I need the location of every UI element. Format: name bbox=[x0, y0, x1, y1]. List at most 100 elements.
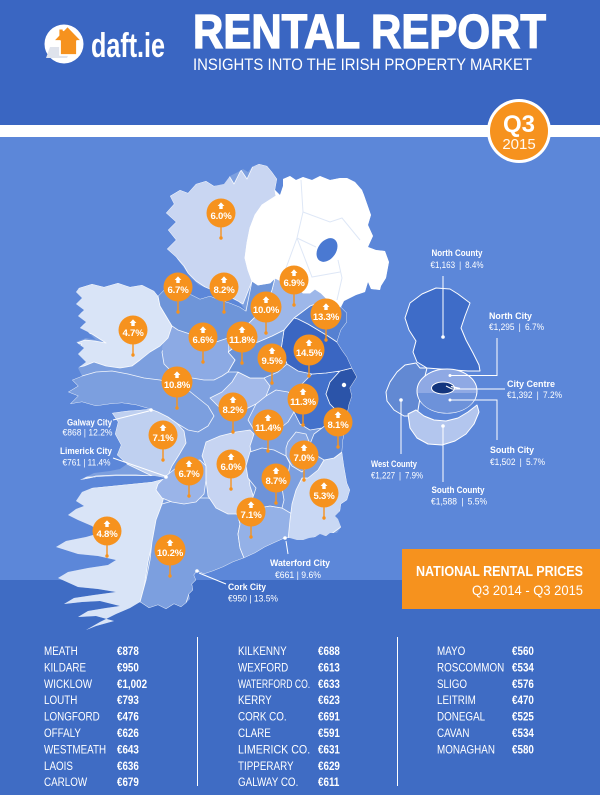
svg-text:€868 | 12.2%: €868 | 12.2% bbox=[63, 428, 113, 439]
svg-text:€1,227 | 7.9%: €1,227 | 7.9% bbox=[371, 471, 423, 482]
svg-text:North City: North City bbox=[489, 311, 533, 322]
svg-text:€611: €611 bbox=[318, 776, 339, 789]
svg-text:€643: €643 bbox=[117, 744, 139, 757]
svg-text:7.1%: 7.1% bbox=[152, 433, 174, 444]
svg-text:€878: €878 bbox=[117, 645, 139, 658]
svg-text:TIPPERARY: TIPPERARY bbox=[238, 760, 294, 773]
svg-text:MONAGHAN: MONAGHAN bbox=[437, 744, 495, 757]
svg-text:Waterford City: Waterford City bbox=[270, 558, 331, 569]
svg-text:West County: West County bbox=[371, 459, 418, 470]
svg-text:8.1%: 8.1% bbox=[327, 420, 349, 431]
svg-text:6.7%: 6.7% bbox=[167, 285, 189, 296]
svg-text:ROSCOMMON: ROSCOMMON bbox=[437, 662, 504, 675]
svg-text:9.5%: 9.5% bbox=[261, 356, 283, 367]
svg-text:CORK CO.: CORK CO. bbox=[238, 711, 287, 724]
svg-text:€633: €633 bbox=[318, 678, 340, 691]
svg-text:KILKENNY: KILKENNY bbox=[238, 645, 287, 658]
svg-text:7.1%: 7.1% bbox=[240, 510, 262, 521]
svg-text:€636: €636 bbox=[117, 760, 139, 773]
svg-text:€576: €576 bbox=[512, 678, 534, 691]
svg-text:WATERFORD CO.: WATERFORD CO. bbox=[238, 678, 310, 691]
svg-text:WEXFORD: WEXFORD bbox=[238, 662, 288, 675]
svg-text:GALWAY CO.: GALWAY CO. bbox=[238, 776, 298, 789]
svg-text:6.7%: 6.7% bbox=[178, 469, 200, 480]
svg-text:€679: €679 bbox=[117, 776, 139, 789]
svg-text:Q3 2014 - Q3 2015: Q3 2014 - Q3 2015 bbox=[472, 582, 583, 598]
svg-text:RENTAL REPORT: RENTAL REPORT bbox=[193, 6, 546, 59]
svg-text:€534: €534 bbox=[512, 662, 535, 675]
svg-text:Galway City: Galway City bbox=[67, 418, 113, 429]
svg-text:10.0%: 10.0% bbox=[253, 305, 280, 316]
svg-text:6.6%: 6.6% bbox=[192, 335, 214, 346]
svg-text:City Centre: City Centre bbox=[507, 379, 555, 390]
svg-text:€793: €793 bbox=[117, 694, 139, 707]
svg-text:South City: South City bbox=[490, 445, 535, 456]
svg-text:10.2%: 10.2% bbox=[157, 548, 184, 559]
svg-text:11.4%: 11.4% bbox=[255, 423, 281, 434]
svg-text:4.7%: 4.7% bbox=[122, 328, 144, 339]
svg-text:10.8%: 10.8% bbox=[164, 380, 191, 391]
svg-text:14.5%: 14.5% bbox=[296, 348, 323, 359]
svg-text:DONEGAL: DONEGAL bbox=[437, 711, 485, 724]
svg-text:7.0%: 7.0% bbox=[293, 453, 315, 464]
svg-text:CLARE: CLARE bbox=[238, 727, 271, 740]
svg-text:LAOIS: LAOIS bbox=[44, 760, 73, 773]
svg-text:€1,588 | 5.5%: €1,588 | 5.5% bbox=[431, 497, 487, 508]
svg-text:Limerick City: Limerick City bbox=[60, 446, 113, 457]
svg-text:€470: €470 bbox=[512, 694, 534, 707]
svg-text:13.3%: 13.3% bbox=[313, 312, 340, 323]
svg-text:MEATH: MEATH bbox=[44, 645, 78, 658]
svg-text:€580: €580 bbox=[512, 744, 534, 757]
svg-text:€1,502 | 5.7%: €1,502 | 5.7% bbox=[490, 457, 545, 468]
svg-text:WICKLOW: WICKLOW bbox=[44, 678, 93, 691]
svg-text:€476: €476 bbox=[117, 711, 139, 724]
svg-text:NATIONAL RENTAL PRICES: NATIONAL RENTAL PRICES bbox=[416, 563, 583, 580]
svg-text:MAYO: MAYO bbox=[437, 645, 465, 658]
svg-text:€950 | 13.5%: €950 | 13.5% bbox=[228, 594, 278, 605]
svg-text:CAVAN: CAVAN bbox=[437, 727, 469, 740]
svg-text:€691: €691 bbox=[318, 711, 340, 724]
svg-text:Q3: Q3 bbox=[503, 111, 535, 138]
svg-text:4.8%: 4.8% bbox=[96, 529, 118, 540]
svg-text:€1,163 | 8.4%: €1,163 | 8.4% bbox=[431, 260, 484, 271]
svg-text:8.2%: 8.2% bbox=[222, 405, 244, 416]
svg-text:LOUTH: LOUTH bbox=[44, 694, 77, 707]
svg-text:€560: €560 bbox=[512, 645, 534, 658]
svg-text:6.0%: 6.0% bbox=[220, 462, 242, 473]
svg-text:LEITRIM: LEITRIM bbox=[437, 694, 476, 707]
svg-text:OFFALY: OFFALY bbox=[44, 727, 82, 740]
svg-text:€661 | 9.6%: €661 | 9.6% bbox=[275, 570, 321, 581]
svg-text:LIMERICK CO.: LIMERICK CO. bbox=[238, 744, 310, 757]
svg-text:INSIGHTS INTO THE IRISH PROPER: INSIGHTS INTO THE IRISH PROPERTY MARKET bbox=[193, 56, 532, 74]
svg-text:daft.ie: daft.ie bbox=[91, 27, 165, 65]
svg-text:5.3%: 5.3% bbox=[313, 491, 335, 502]
svg-text:North County: North County bbox=[432, 248, 484, 259]
svg-text:€1,002: €1,002 bbox=[117, 678, 147, 691]
svg-text:€1,392 | 7.2%: €1,392 | 7.2% bbox=[507, 390, 562, 401]
svg-text:6.9%: 6.9% bbox=[283, 278, 305, 289]
svg-text:South County: South County bbox=[432, 485, 486, 496]
svg-text:€613: €613 bbox=[318, 662, 340, 675]
svg-text:KILDARE: KILDARE bbox=[44, 662, 86, 675]
svg-text:€623: €623 bbox=[318, 694, 340, 707]
svg-text:€1,295 | 6.7%: €1,295 | 6.7% bbox=[489, 322, 544, 333]
svg-text:CARLOW: CARLOW bbox=[44, 776, 88, 789]
svg-text:SLIGO: SLIGO bbox=[437, 678, 467, 691]
svg-text:8.2%: 8.2% bbox=[213, 285, 235, 296]
svg-text:€688: €688 bbox=[318, 645, 340, 658]
svg-text:€626: €626 bbox=[117, 727, 139, 740]
svg-text:Cork City: Cork City bbox=[228, 582, 267, 593]
svg-text:2015: 2015 bbox=[502, 136, 535, 153]
svg-text:€629: €629 bbox=[318, 760, 340, 773]
svg-text:WESTMEATH: WESTMEATH bbox=[44, 744, 106, 757]
svg-text:KERRY: KERRY bbox=[238, 694, 272, 707]
svg-text:8.7%: 8.7% bbox=[265, 476, 287, 487]
svg-text:6.0%: 6.0% bbox=[210, 211, 232, 222]
svg-text:€950: €950 bbox=[117, 662, 139, 675]
svg-text:11.3%: 11.3% bbox=[290, 397, 316, 408]
svg-text:€534: €534 bbox=[512, 727, 535, 740]
svg-text:LONGFORD: LONGFORD bbox=[44, 711, 100, 724]
svg-text:€761 | 11.4%: €761 | 11.4% bbox=[63, 458, 111, 469]
svg-text:11.8%: 11.8% bbox=[229, 335, 255, 346]
svg-text:€525: €525 bbox=[512, 711, 534, 724]
